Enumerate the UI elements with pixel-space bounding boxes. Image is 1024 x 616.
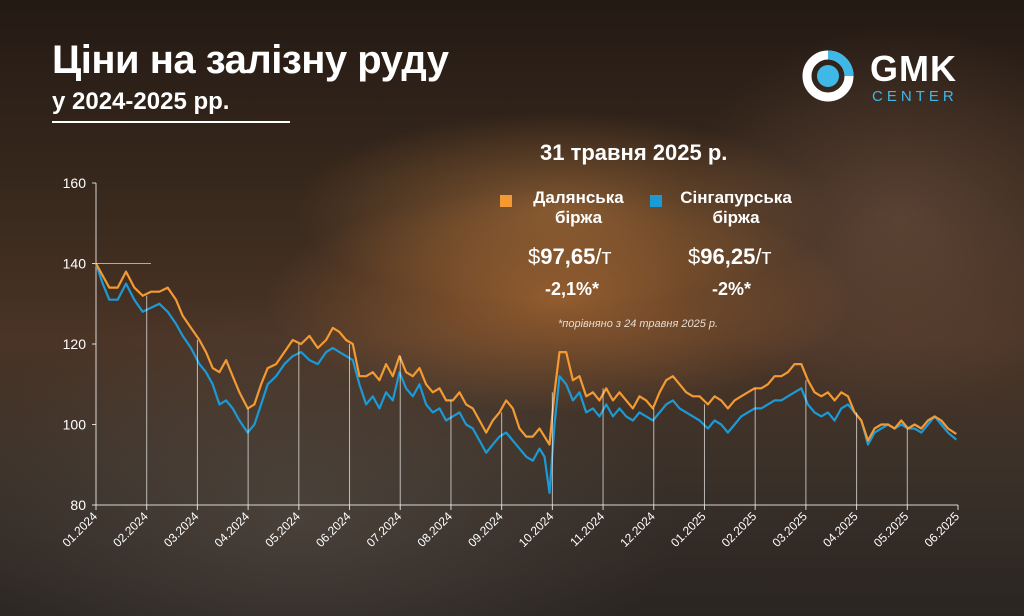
dalian-currency: $ [528,244,541,269]
dalian-price: $97,65/т [528,244,612,270]
singapore-unit: /т [755,244,772,269]
singapore-price-value: 96,25 [700,244,756,269]
x-tick-label: 03.2025 [769,509,810,550]
dalian-label-line1: Далянська [533,188,624,207]
singapore-currency: $ [688,244,701,269]
summary-date: 31 травня 2025 р. [540,140,728,165]
y-tick-label: 160 [63,175,87,191]
x-tick-label: 10.2024 [516,509,557,550]
singapore-change: -2%* [712,279,752,299]
y-tick-label: 80 [70,497,86,513]
singapore-price-line [94,263,958,494]
dalian-price-line [95,262,957,446]
y-tick-label: 100 [63,417,87,433]
x-tick-label: 02.2024 [110,509,151,550]
x-tick-label: 11.2024 [567,509,607,549]
dalian-legend-swatch [500,195,512,207]
gmk-center-logo-icon [802,50,854,102]
page-subtitle: у 2024-2025 рр. [52,88,230,115]
x-tick-label: 07.2024 [364,509,405,550]
x-tick-label: 04.2025 [820,509,861,550]
logo-subtitle: CENTER [872,88,958,105]
x-tick-label: 05.2025 [871,509,912,550]
x-tick-label: 03.2024 [161,509,202,550]
singapore-label-line1: Сінгапурська [680,188,792,207]
singapore-legend-label: Сінгапурська біржа [666,188,806,228]
singapore-price: $96,25/т [688,244,772,270]
y-tick-label: 120 [63,336,87,352]
x-tick-label: 06.2024 [313,509,354,550]
x-tick-label: 04.2024 [212,509,253,550]
page-title: Ціни на залізну руду [52,38,449,82]
x-tick-label: 12.2024 [617,509,658,550]
x-tick-label: 08.2024 [414,509,455,550]
logo-name: GMK [870,48,957,89]
dalian-unit: /т [595,244,612,269]
dalian-price-value: 97,65 [540,244,596,269]
dalian-label-line2: біржа [554,208,603,227]
x-tick-label: 01.2025 [668,509,709,550]
x-tick-label: 06.2025 [922,509,963,550]
singapore-label-line2: біржа [712,208,760,227]
comparison-footnote: *порівняно з 24 травня 2025 р. [558,318,719,330]
y-tick-label: 140 [63,256,87,272]
x-tick-label: 01.2024 [60,509,101,550]
dalian-legend-label: Далянська біржа [516,188,641,228]
x-tick-label: 05.2024 [262,509,303,550]
dalian-change: -2,1%* [545,279,600,299]
singapore-legend-swatch [650,195,662,207]
x-tick-label: 09.2024 [465,509,506,550]
subtitle-underline [52,121,290,123]
x-tick-label: 02.2025 [719,509,760,550]
